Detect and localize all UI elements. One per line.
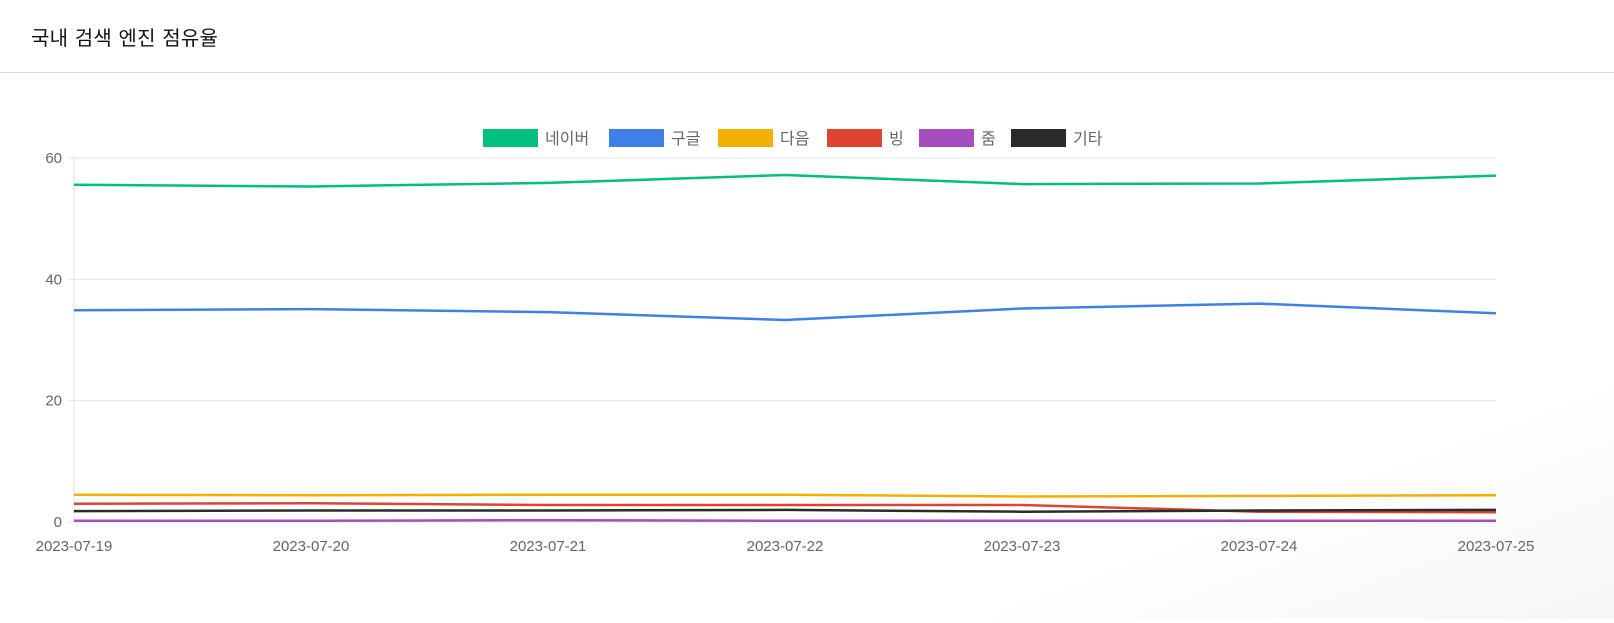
legend-item-6[interactable]: 기타 [1011, 129, 1103, 148]
y-tick-label: 0 [54, 514, 62, 531]
series-line-6 [73, 508, 1497, 513]
x-tick-label: 2023-07-19 [36, 538, 113, 555]
series-line-2 [73, 302, 1497, 322]
x-tick-label: 2023-07-25 [1458, 538, 1535, 555]
legend-item-1[interactable]: 네이버 [483, 129, 589, 148]
legend-swatch [1011, 129, 1066, 147]
chart-container: 0 20 40 60 2023-07-19 2023-07-20 2023-07-21 202… [0, 74, 1614, 619]
grid-lines [68, 157, 1496, 523]
x-tick-label: 2023-07-24 [1221, 538, 1298, 555]
y-tick-label: 20 [45, 393, 62, 410]
legend-label: 줌 [981, 131, 996, 148]
x-tick-label: 2023-07-20 [273, 538, 350, 555]
legend-label: 다음 [780, 130, 809, 148]
line-chart: 0 20 40 60 2023-07-19 2023-07-20 2023-07-21 202… [36, 129, 1535, 555]
series-lines [73, 173, 1497, 523]
series-line-3 [73, 493, 1497, 498]
legend-label: 빙 [889, 130, 904, 148]
x-tick-label: 2023-07-22 [747, 538, 824, 555]
legend-label: 네이버 [545, 130, 589, 148]
x-tick-label: 2023-07-23 [984, 538, 1061, 555]
axes: 0 20 40 60 2023-07-19 2023-07-20 2023-07-21 202… [36, 150, 1535, 555]
series-line-5 [74, 518, 1496, 523]
legend-label: 구글 [671, 131, 700, 148]
x-tick-label: 2023-07-21 [510, 538, 587, 555]
legend-swatch [919, 129, 974, 147]
page-header: 국내 검색 엔진 점유율 [0, 0, 1614, 73]
legend-swatch [827, 129, 882, 147]
legend-swatch [718, 129, 773, 147]
legend-swatch [609, 129, 664, 147]
y-tick-label: 40 [45, 271, 62, 288]
legend-item-5[interactable]: 줌 [919, 129, 996, 148]
series-line-1 [73, 173, 1497, 188]
page-title: 국내 검색 엔진 점유율 [31, 26, 219, 50]
legend-item-3[interactable]: 다음 [718, 129, 809, 148]
legend-item-2[interactable]: 구글 [609, 129, 700, 148]
y-tick-label: 60 [45, 150, 62, 167]
legend-label: 기타 [1073, 130, 1103, 148]
legend[interactable]: 네이버 구글 다음 빙 줌 기타 [483, 129, 1103, 148]
legend-swatch [483, 129, 538, 147]
legend-item-4[interactable]: 빙 [827, 129, 904, 148]
